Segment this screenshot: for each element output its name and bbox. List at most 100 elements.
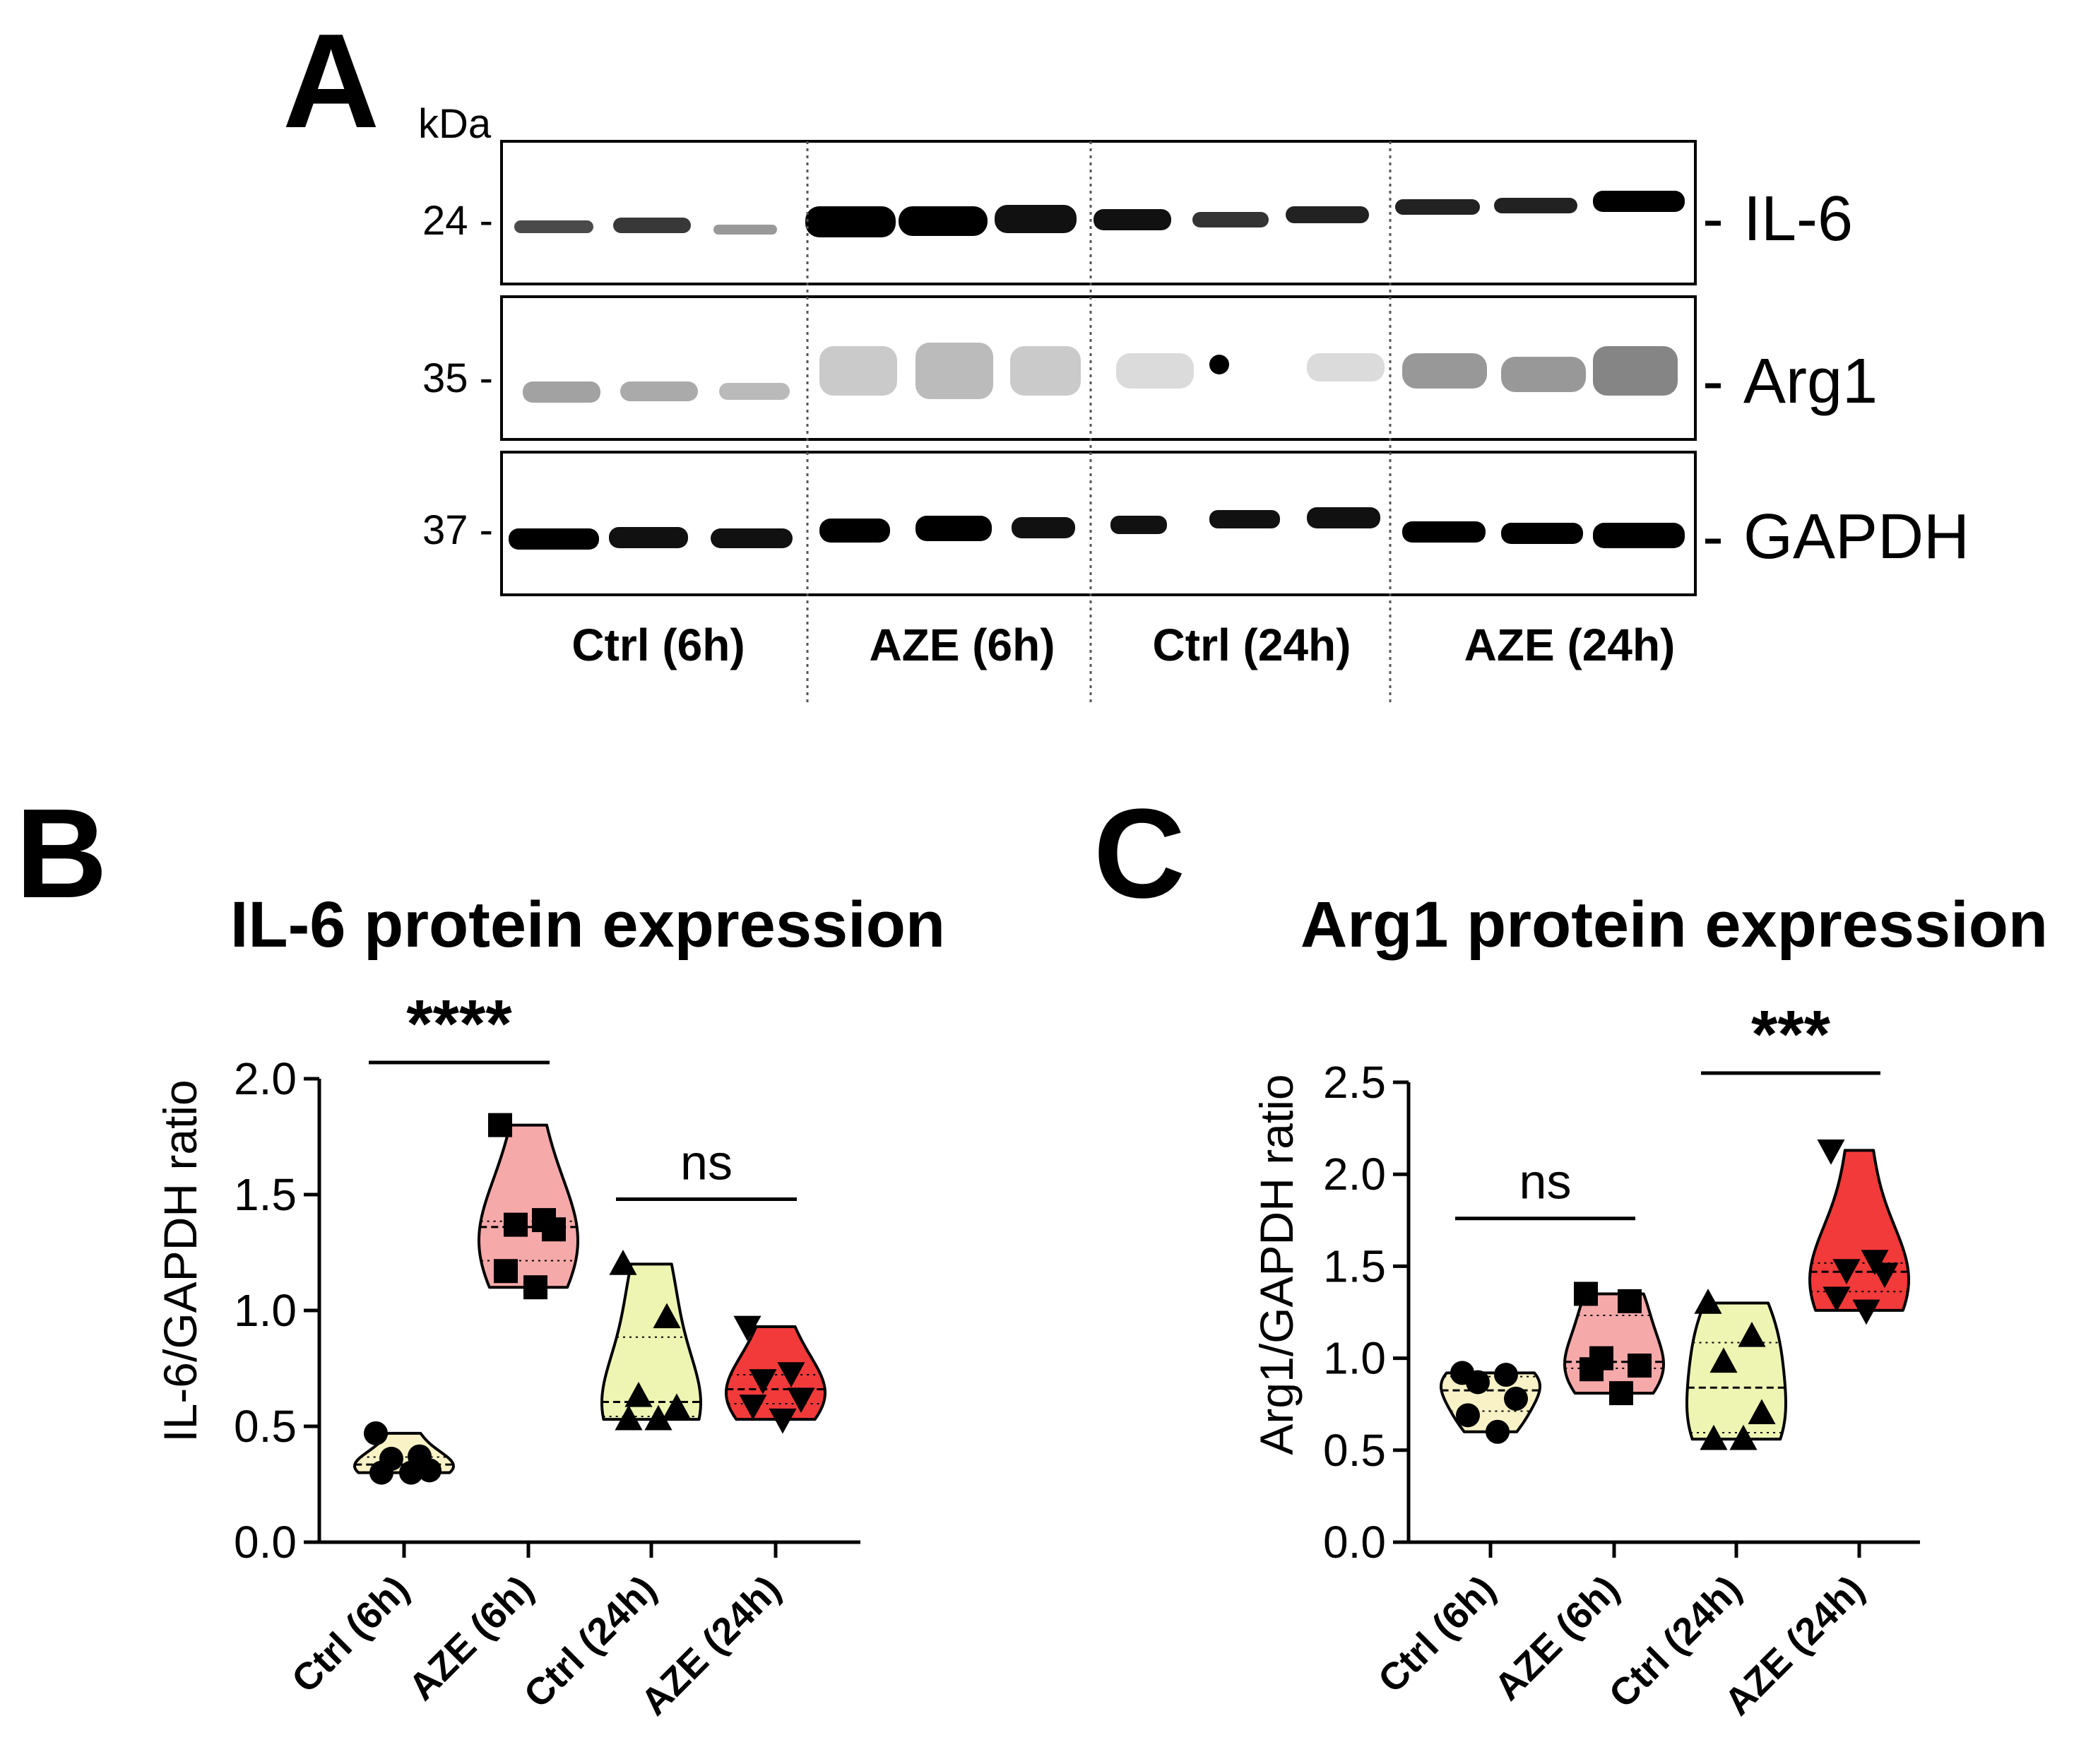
data-point-triangle-down [769,1408,797,1434]
significance-label: **** [406,986,512,1062]
data-point-triangle-down [749,1369,777,1395]
band [1010,346,1081,396]
panel-a: A kDa 24 - - IL-6 [283,6,1969,703]
x-tick-label: Ctrl (6h) [1370,1568,1504,1701]
chart-b-title: IL-6 protein expression [230,889,945,961]
data-point-square [523,1275,547,1300]
data-point-triangle-down [1871,1262,1899,1289]
data-point-triangle-down [777,1362,805,1387]
band [620,381,698,401]
data-point-triangle-up [1729,1424,1758,1450]
data-point-triangle-up [1709,1347,1738,1373]
chart-c-ylabel: Arg1/GAPDH ratio [1250,1074,1303,1455]
y-tick-label: 1.5 [234,1169,297,1220]
data-point-triangle-up [663,1393,691,1419]
band [1402,353,1487,389]
marker-24: 24 - [422,198,493,244]
data-point-circle [364,1421,388,1445]
band [609,527,688,548]
band [1116,353,1194,389]
data-point-square [1574,1281,1598,1306]
lane-group-ctrl-24h: Ctrl (24h) [1153,620,1351,670]
data-point-square [542,1217,566,1242]
data-point-circle [1466,1370,1490,1395]
band [915,343,993,399]
panel-c-letter: C [1094,783,1185,925]
band [1494,198,1577,213]
data-point-square [1609,1381,1633,1406]
data-point-triangle-up [1694,1289,1722,1314]
y-tick-label: 1.0 [234,1285,297,1336]
blot-label-il6: IL-6 [1743,184,1853,254]
blot-speck [1209,355,1229,374]
significance-label: ns [680,1135,733,1190]
band [713,225,777,235]
data-point-circle [1494,1363,1518,1387]
panel-a-letter: A [283,6,379,156]
lane-group-ctrl-6h: Ctrl (6h) [571,620,745,670]
band [1192,212,1269,227]
data-point-triangle-down [1852,1299,1880,1325]
band [1094,209,1171,230]
blot-arg1-frame [500,295,1697,441]
band [523,381,600,403]
x-tick-label: Ctrl (6h) [284,1568,417,1701]
y-tick-label: 0.5 [1323,1425,1386,1476]
blot-arg1: 35 - - Arg1 [422,295,1878,441]
data-point-square [1628,1354,1652,1378]
band [805,206,896,237]
band [1402,521,1486,543]
data-point-circle [369,1460,393,1485]
band [1593,346,1678,396]
y-tick-label: 0.5 [234,1401,297,1452]
band [899,206,988,236]
chart-c-title: Arg1 protein expression [1300,889,2048,961]
y-tick-label: 2.0 [1323,1149,1386,1200]
band [1307,353,1385,381]
blot-gapdh-frame [500,451,1697,596]
data-point-square [494,1259,518,1284]
blot-gapdh: 37 - - GAPDH [422,451,1969,596]
data-point-triangle-up [1738,1321,1766,1347]
data-point-circle [1486,1419,1510,1444]
significance-label: *** [1751,997,1831,1072]
data-point-triangle-up [644,1404,672,1431]
blot-label-prefix: - [1702,184,1724,254]
blot-label-prefix: - [1702,502,1724,572]
band [1593,523,1685,548]
data-point-triangle-up [1748,1399,1776,1425]
data-point-circle [417,1458,441,1483]
lane-group-aze-24h: AZE (24h) [1464,620,1676,670]
significance-label: ns [1519,1154,1572,1209]
band [509,528,599,550]
data-point-triangle-down [1832,1259,1861,1285]
panel-c: C Arg1 protein expression Arg1/GAPDH rat… [1094,783,2048,1724]
band [995,205,1077,233]
data-point-triangle-down [787,1387,815,1414]
band [1593,191,1685,212]
blot-label-prefix: - [1702,346,1724,417]
violin-aze_24h [1808,1149,1910,1312]
y-tick-label: 1.0 [1323,1333,1386,1384]
y-tick-label: 0.0 [234,1517,297,1568]
band [613,218,691,233]
data-point-square [504,1212,528,1237]
band [719,383,790,400]
data-point-square [488,1113,512,1137]
data-point-square [1618,1289,1642,1313]
band [1501,523,1583,544]
panel-b-letter: B [16,783,107,925]
data-point-triangle-down [1817,1140,1845,1165]
data-point-triangle-up [653,1303,681,1329]
y-tick-label: 0.0 [1323,1517,1386,1568]
band [1395,199,1480,215]
marker-37: 37 - [422,507,493,553]
blot-il6: 24 - - IL-6 [422,140,1853,285]
data-point-triangle-up [615,1404,643,1431]
band [819,346,897,396]
panel-b: B IL-6 protein expression IL-6/GAPDH rat… [16,783,945,1724]
data-point-triangle-down [739,1395,767,1420]
